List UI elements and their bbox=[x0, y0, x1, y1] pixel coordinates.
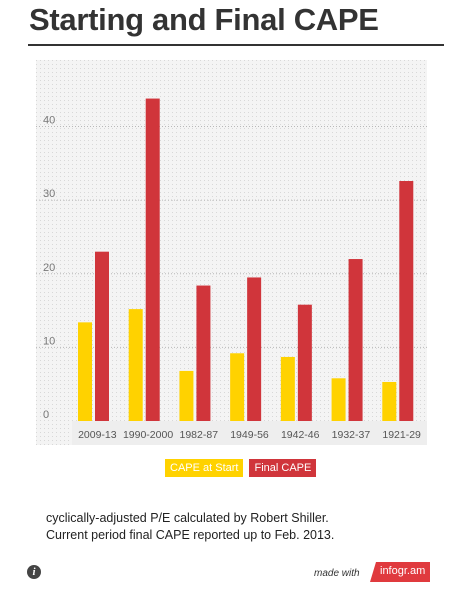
made-with-label: made with bbox=[314, 568, 360, 579]
bar-chart: 0 10 20 30 40 2009-13 1990-2000 1982-87 1949-56… bbox=[36, 60, 427, 445]
legend-item-cape-at-start[interactable]: CAPE at Start bbox=[165, 459, 244, 477]
brand-badge bbox=[370, 562, 430, 582]
bar-cape-at-start[interactable] bbox=[230, 353, 245, 421]
chart-legend: CAPE at Start Final CAPE bbox=[165, 459, 317, 477]
x-tick-label: 1942-46 bbox=[281, 429, 320, 441]
bar-final-cape[interactable] bbox=[145, 98, 160, 422]
bar-cape-at-start[interactable] bbox=[78, 322, 92, 421]
bar-final-cape[interactable] bbox=[196, 285, 211, 421]
bar-cape-at-start[interactable] bbox=[128, 309, 143, 421]
caption-line-1: cyclically-adjusted P/E calculated by Ro… bbox=[46, 511, 329, 525]
brand-label: infogr.am bbox=[380, 565, 426, 577]
y-tick-label: 0 bbox=[43, 409, 49, 421]
title-divider bbox=[28, 44, 444, 46]
x-tick-label: 1921-29 bbox=[382, 429, 421, 441]
y-tick-label: 10 bbox=[43, 335, 55, 347]
x-tick-label: 2009-13 bbox=[78, 429, 117, 441]
chart-caption: cyclically-adjusted P/E calculated by Ro… bbox=[46, 510, 426, 544]
y-tick-label: 20 bbox=[43, 262, 55, 274]
legend-item-final-cape[interactable]: Final CAPE bbox=[249, 459, 317, 477]
bar-final-cape[interactable] bbox=[348, 259, 363, 421]
bar-final-cape[interactable] bbox=[95, 251, 109, 421]
chart-title: Starting and Final CAPE bbox=[29, 2, 379, 37]
bar-cape-at-start[interactable] bbox=[280, 356, 295, 421]
y-tick-label: 40 bbox=[43, 115, 55, 127]
x-tick-label: 1949-56 bbox=[230, 429, 269, 441]
bar-cape-at-start[interactable] bbox=[331, 378, 346, 421]
bar-final-cape[interactable] bbox=[399, 181, 414, 421]
x-axis-band bbox=[72, 421, 427, 445]
bar-cape-at-start[interactable] bbox=[382, 381, 397, 421]
x-tick-label: 1932-37 bbox=[332, 429, 371, 441]
x-tick-label: 1982-87 bbox=[180, 429, 219, 441]
bar-cape-at-start[interactable] bbox=[179, 370, 194, 421]
x-tick-label: 1990-2000 bbox=[123, 429, 173, 441]
y-tick-label: 30 bbox=[43, 188, 55, 200]
caption-line-2: Current period final CAPE reported up to… bbox=[46, 528, 335, 542]
info-icon[interactable]: i bbox=[27, 565, 41, 579]
bar-final-cape[interactable] bbox=[297, 304, 312, 421]
infogram-logo-link[interactable]: infogr.am bbox=[370, 562, 430, 582]
bar-final-cape[interactable] bbox=[247, 277, 262, 421]
